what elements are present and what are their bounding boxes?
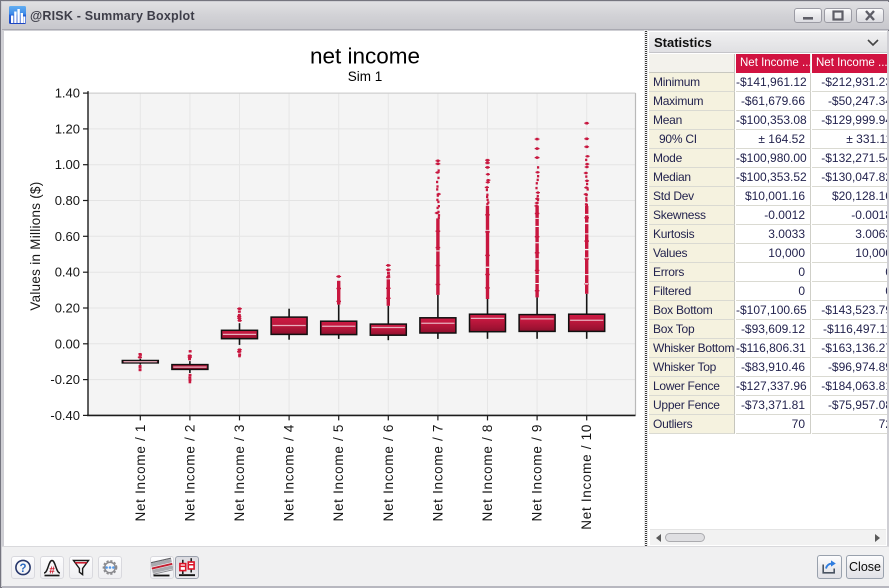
svg-text:Net Income / 10: Net Income / 10 <box>579 424 594 530</box>
svg-text:Net Income / 5: Net Income / 5 <box>331 424 346 522</box>
svg-text:Net Income / 1: Net Income / 1 <box>133 424 148 522</box>
svg-text:net income: net income <box>310 44 420 69</box>
svg-text:Net Income / 2: Net Income / 2 <box>182 424 197 522</box>
svg-text:-0.20: -0.20 <box>50 372 80 387</box>
svg-text:#: # <box>49 566 55 577</box>
svg-text:Net Income / 3: Net Income / 3 <box>232 424 247 522</box>
svg-text:?: ? <box>19 563 26 575</box>
svg-text:Net Income / 6: Net Income / 6 <box>381 424 396 522</box>
svg-text:Sim 1: Sim 1 <box>348 69 383 84</box>
svg-text:1.00: 1.00 <box>55 157 80 172</box>
svg-text:1.20: 1.20 <box>55 121 80 136</box>
svg-text:-0.40: -0.40 <box>50 408 80 423</box>
svg-text:0.20: 0.20 <box>55 301 80 316</box>
svg-text:1.40: 1.40 <box>55 86 80 101</box>
svg-text:Net Income / 9: Net Income / 9 <box>530 424 545 522</box>
svg-text:0.40: 0.40 <box>55 265 80 280</box>
svg-text:Net Income / 7: Net Income / 7 <box>430 424 445 522</box>
svg-text:0.60: 0.60 <box>55 229 80 244</box>
svg-text:0.00: 0.00 <box>55 336 80 351</box>
svg-text:Values in Millions ($): Values in Millions ($) <box>28 181 43 310</box>
svg-text:Net Income / 4: Net Income / 4 <box>282 424 297 522</box>
svg-text:Net Income / 8: Net Income / 8 <box>480 424 495 522</box>
svg-text:0.80: 0.80 <box>55 193 80 208</box>
